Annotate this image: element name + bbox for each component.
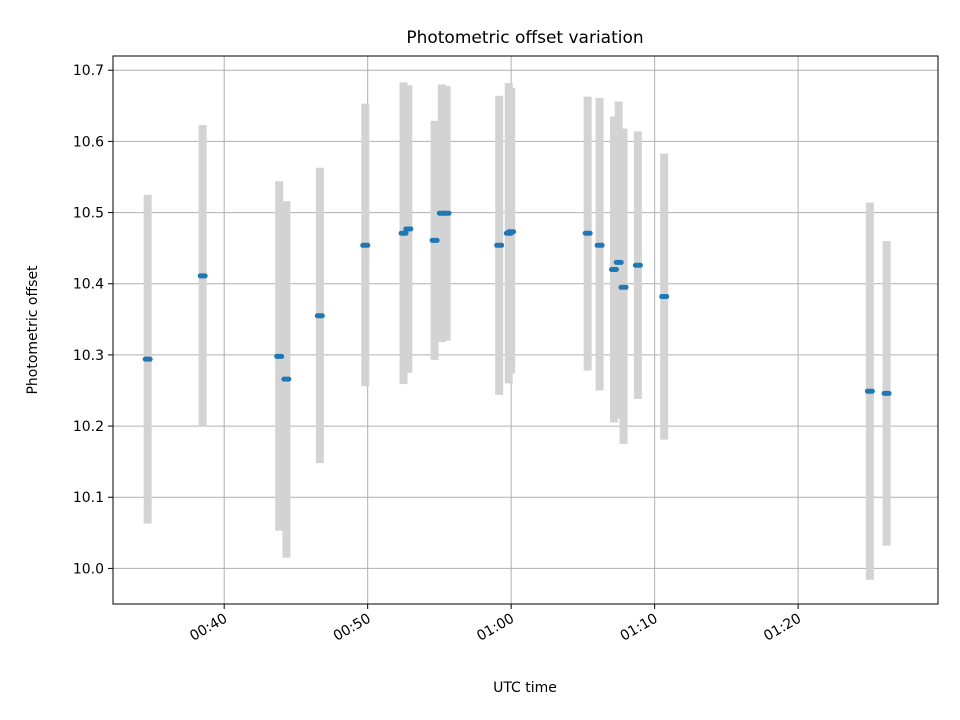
y-tick-label: 10.2 [73,419,104,435]
data-point [494,242,505,248]
data-point [360,242,371,248]
data-point [197,273,208,279]
data-point [398,230,409,236]
data-point [618,284,629,290]
y-axis: 10.0 10.1 10.2 10.3 10.4 10.5 10.6 10.7 [73,63,113,577]
y-tick-label: 10.1 [73,490,104,506]
data-point [864,388,875,394]
data-point [314,313,325,319]
data-point [594,242,605,248]
plot-frame [112,55,939,605]
y-tick-label: 10.5 [73,206,104,222]
data-point [274,353,285,359]
y-tick-label: 10.4 [73,277,104,293]
data-point [613,259,624,265]
data-point [142,356,153,362]
data-point [881,390,892,396]
data-point [582,230,593,236]
y-axis-label: Photometric offset [25,265,41,395]
data-point [403,226,414,232]
data-point [506,229,517,235]
data-point [659,294,670,300]
data-points [142,210,892,396]
chart-title: Photometric offset variation [406,28,643,48]
data-point [429,237,440,243]
x-axis-label: UTC time [493,680,557,696]
y-tick-label: 10.3 [73,348,104,364]
data-point [608,267,619,273]
y-tick-label: 10.0 [73,561,104,577]
data-point [441,210,452,216]
y-tick-label: 10.6 [73,134,104,150]
y-tick-label: 10.7 [73,63,104,79]
data-point [632,262,643,268]
data-point [281,376,292,382]
